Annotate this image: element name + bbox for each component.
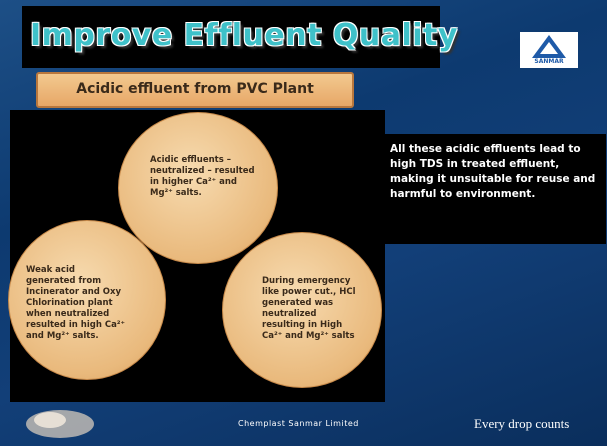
footer-tagline: Every drop counts <box>474 416 569 432</box>
circle-text: During emergency like power cut., HCl ge… <box>262 276 362 342</box>
subtitle: Acidic effluent from PVC Plant <box>36 81 354 97</box>
hands-image <box>20 400 100 444</box>
footer-company: Chemplast Sanmar Limited <box>238 419 359 428</box>
hands-shape <box>34 412 66 428</box>
slide: Improve Effluent Quality SANMAR Acidic e… <box>0 0 607 446</box>
slide-title: Improve Effluent Quality <box>30 18 458 53</box>
circle-text: Acidic effluents – neutralized – resulte… <box>150 155 255 199</box>
circle-text: Weak acid generated from Incinerator and… <box>26 265 126 342</box>
note-text: All these acidic effluents lead to high … <box>390 142 600 202</box>
logo-text: SANMAR <box>520 58 578 65</box>
